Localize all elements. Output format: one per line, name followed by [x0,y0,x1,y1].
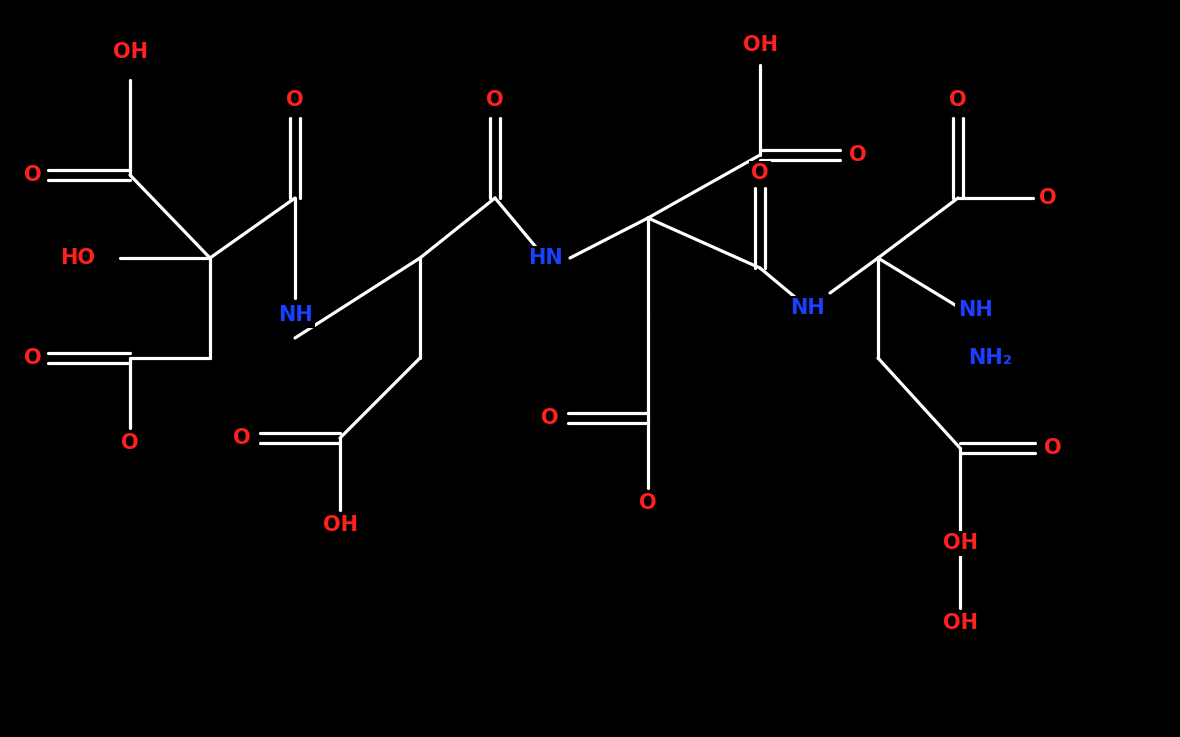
Text: O: O [24,348,41,368]
Text: O: O [1040,188,1057,208]
Text: NH: NH [791,298,825,318]
Text: OH: OH [943,533,977,553]
Text: O: O [949,90,966,110]
Text: HN: HN [527,248,563,268]
Text: O: O [850,145,867,165]
Text: NH: NH [958,300,992,320]
Text: NH: NH [277,305,313,325]
Text: O: O [287,90,303,110]
Text: OH: OH [112,42,148,62]
Text: OH: OH [322,515,358,535]
Text: O: O [486,90,504,110]
Text: OH: OH [943,613,977,633]
Text: O: O [1044,438,1062,458]
Text: O: O [24,165,41,185]
Text: OH: OH [742,35,778,55]
Text: O: O [234,428,251,448]
Text: O: O [542,408,559,428]
Text: O: O [752,163,769,183]
Text: O: O [640,493,657,513]
Text: NH₂: NH₂ [968,348,1012,368]
Text: O: O [122,433,139,453]
Text: HO: HO [60,248,96,268]
